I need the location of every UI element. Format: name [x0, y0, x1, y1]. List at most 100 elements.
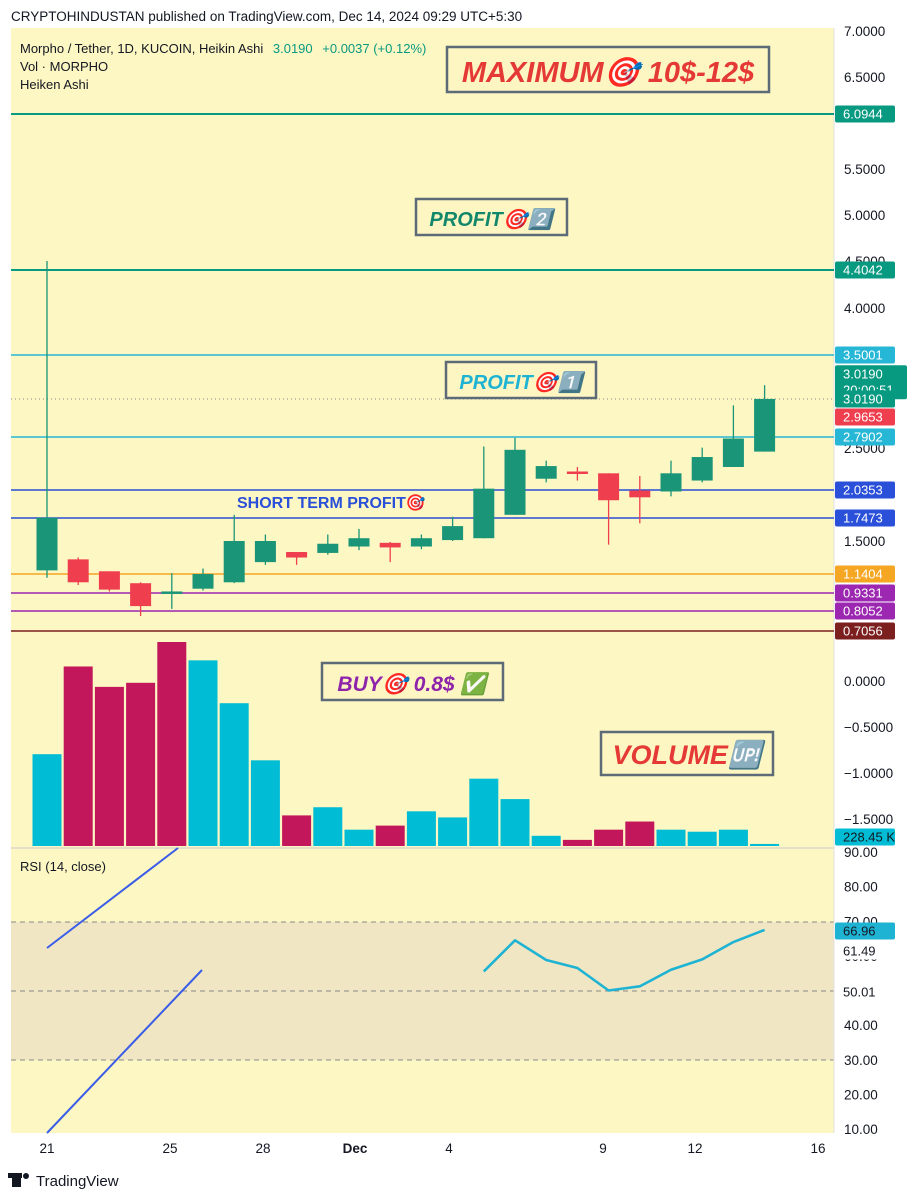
candle [161, 573, 183, 609]
rsi-tag-1-text: 61.49 [843, 944, 876, 959]
time-tick-label: 28 [255, 1141, 270, 1156]
price-tag-1 [835, 390, 895, 408]
candle-body [317, 543, 339, 553]
candle-body [161, 591, 183, 594]
symbol-legend: Morpho / Tether, 1D, KUCOIN, Heikin Ashi… [20, 41, 426, 56]
time-tick-label: 25 [162, 1141, 177, 1156]
volume-tick-label: −1.0000 [844, 766, 893, 781]
volume-bar [250, 760, 280, 846]
candle [286, 552, 308, 565]
annotation-profit2: PROFIT🎯2️⃣ [414, 197, 569, 237]
candle-body [410, 538, 432, 547]
volume-bar [531, 835, 561, 846]
candle-body [722, 438, 744, 467]
annotation-maximum: MAXIMUM🎯 10$-12$ [445, 45, 771, 94]
volume-bar [344, 829, 374, 846]
candle-body [598, 473, 620, 501]
time-tick-label: 12 [687, 1141, 702, 1156]
rsi-panel [482, 928, 766, 992]
candle-body [379, 542, 401, 548]
candle [691, 447, 713, 483]
level-tag-2.7902-text: 2.7902 [843, 430, 883, 445]
price-tag-1-text: 3.0190 [843, 392, 883, 407]
candle [67, 557, 89, 586]
candlesticks [36, 261, 776, 617]
price-axis: 7.00006.50005.50005.00004.50004.00002.50… [844, 24, 893, 1137]
candle [442, 516, 464, 541]
annotation-profit1-text: PROFIT🎯1️⃣ [459, 370, 586, 394]
level-tag-1.1404 [835, 565, 895, 583]
rsi-tag-0-text: 66.96 [843, 924, 876, 939]
candle [98, 571, 120, 592]
candle-body [192, 574, 214, 589]
volume-tick-label: −0.5000 [844, 720, 893, 735]
level-tag-0.8052-text: 0.8052 [843, 604, 883, 619]
horizontal-levels [11, 113, 834, 632]
candle-body [348, 538, 370, 547]
level-tag-0.7056-text: 0.7056 [843, 624, 883, 639]
candle-body [67, 559, 89, 583]
volume-bar [500, 799, 530, 846]
annotation-profit1: PROFIT🎯1️⃣ [444, 360, 598, 400]
rsi-legend: RSI (14, close) [20, 859, 106, 874]
candle-body [130, 583, 152, 607]
volume-bar [157, 642, 187, 846]
rsi-tag-1 [835, 942, 895, 960]
candle [348, 528, 370, 551]
candle-body [629, 490, 651, 498]
annotation-volume-text: VOLUME🆙 [612, 739, 767, 770]
price-change: +0.0037 (+0.12%) [322, 41, 426, 56]
price-tick-label: 5.5000 [844, 162, 885, 177]
time-tick-label: 16 [810, 1141, 825, 1156]
rsi-tick-label: 20.00 [844, 1087, 878, 1102]
publisher-line: CRYPTOHINDUSTAN published on TradingView… [11, 9, 522, 24]
volume-bar [656, 829, 686, 846]
candle-body [442, 526, 464, 541]
rsi-tick-label: 40.00 [844, 1018, 878, 1033]
level-tag-4.4042 [835, 261, 895, 279]
level-tag-0.8052 [835, 602, 895, 620]
volume-tag-text: 228.45 K [843, 830, 895, 845]
price-tag-2-text: 2.9653 [843, 410, 883, 425]
candle-body [691, 457, 713, 481]
annotation-buy-text: BUY🎯 0.8$ ✅ [337, 671, 490, 696]
volume-bar [718, 829, 748, 846]
rsi-band [11, 922, 834, 1060]
volume-bar [625, 821, 655, 846]
rsi-tag-2-text: 50.01 [843, 985, 876, 1000]
candle [130, 582, 152, 617]
candle [410, 534, 432, 550]
level-tag-2.0353 [835, 481, 895, 499]
tradingview-logo-icon [8, 1173, 29, 1187]
volume-bar [562, 839, 592, 846]
rsi-tick-label: 30.00 [844, 1053, 878, 1068]
candle-body [504, 449, 526, 515]
candle [223, 514, 245, 584]
price-tick-label: 5.0000 [844, 208, 885, 223]
volume-bar [282, 815, 312, 846]
level-tag-0.7056 [835, 622, 895, 640]
candle-body [754, 398, 776, 452]
candle [36, 261, 58, 578]
level-tag-0.9331 [835, 584, 895, 602]
volume-bar [63, 666, 93, 846]
level-tag-4.4042-text: 4.4042 [843, 263, 883, 278]
level-tag-1.1404-text: 1.1404 [843, 567, 883, 582]
volume-bars [32, 642, 780, 846]
price-tag-0-text: 3.0190 [843, 366, 883, 381]
volume-bar [469, 778, 499, 846]
candle [192, 568, 214, 591]
candle [317, 534, 339, 555]
volume-bar [438, 817, 468, 846]
candle-body [36, 517, 58, 571]
volume-bar [750, 843, 780, 846]
candle [535, 460, 557, 483]
price-tag-2 [835, 408, 895, 426]
candle [722, 405, 744, 467]
level-tag-2.7902 [835, 428, 895, 446]
volume-bar [375, 825, 405, 846]
price-tick-label: 1.5000 [844, 534, 885, 549]
level-tag-3.5001-text: 3.5001 [843, 348, 883, 363]
time-axis: 21 25 28 Dec 4 9 12 16 [39, 1141, 825, 1156]
price-tags: 6.0944 4.4042 3.5001 2.7902 2.0353 1.7473 1.14… [835, 105, 907, 1001]
